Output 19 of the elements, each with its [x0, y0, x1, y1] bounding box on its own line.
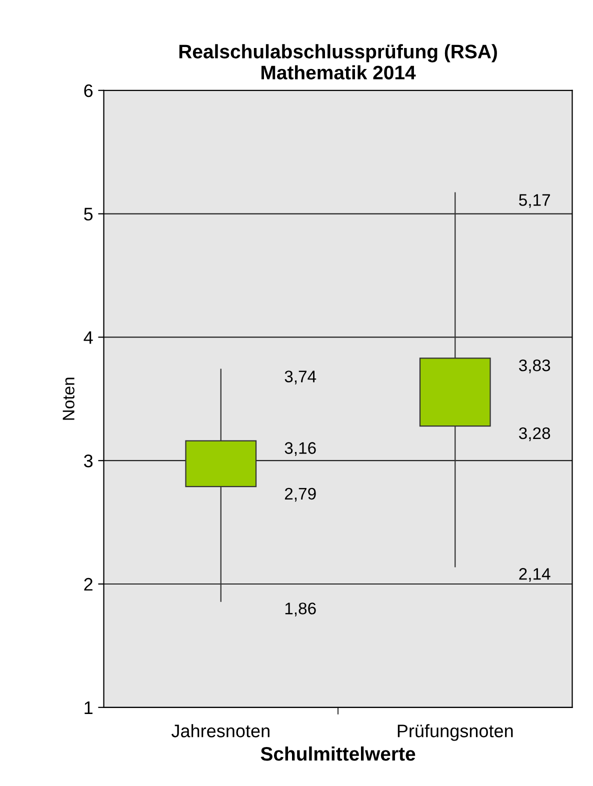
y-tick-label: 4: [84, 331, 93, 344]
y-tick-label: 3: [84, 454, 93, 468]
y-axis-title: Noten: [62, 378, 74, 420]
y-tick-label: 2: [84, 578, 92, 591]
text: 3,74: [284, 370, 316, 384]
text: 3,16: [284, 442, 316, 456]
y-tick-label: 6: [84, 84, 93, 98]
text: 3,28: [519, 427, 550, 442]
text: 2,14: [519, 568, 550, 582]
x-tick-label: Prüfungsnoten: [398, 724, 513, 741]
chart-title: Realschulabschlussprüfung (RSA) Mathematik 2014: [179, 44, 497, 80]
text: 3,83: [519, 359, 550, 374]
x-tick-label: Jahresnoten: [171, 724, 270, 738]
text: 1,86: [285, 602, 316, 616]
x-axis-title: Schulmittelwerte: [260, 746, 416, 761]
text: 5,17: [519, 194, 550, 208]
y-tick-label: 5: [84, 208, 93, 221]
text: 2,79: [284, 488, 316, 502]
y-tick-label: 1: [84, 702, 92, 714]
